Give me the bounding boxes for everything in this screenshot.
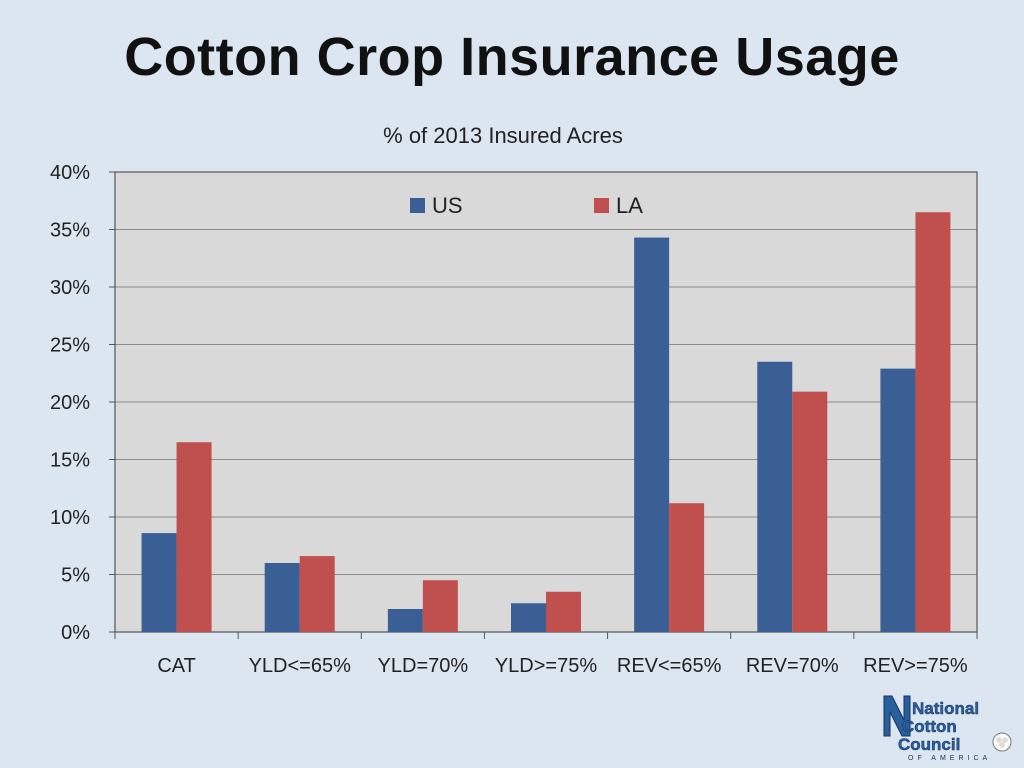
y-tick-label: 25%: [50, 335, 90, 357]
logo-line3: Council: [898, 735, 960, 754]
y-tick-label: 30%: [50, 277, 90, 299]
x-tick-label: REV=70%: [746, 655, 839, 677]
bar-la: [915, 212, 951, 632]
y-tick-label: 15%: [50, 450, 90, 472]
bar-us: [141, 533, 177, 632]
x-tick-label: REV<=65%: [617, 655, 722, 677]
bar-la: [669, 503, 705, 632]
legend-swatch-la: [594, 198, 609, 213]
y-tick-label: 40%: [50, 162, 90, 184]
bar-us: [511, 603, 546, 632]
bar-la: [546, 591, 581, 632]
y-tick-label: 5%: [61, 565, 90, 587]
logo-line1: National: [912, 699, 979, 718]
bar-la: [792, 391, 828, 632]
bar-us: [757, 361, 793, 632]
y-tick-label: 10%: [50, 507, 90, 529]
x-tick-label: YLD>=75%: [495, 655, 598, 677]
bar-us: [387, 609, 423, 632]
y-tick-label: 35%: [50, 220, 90, 242]
logo-line4: OF AMERICA: [908, 755, 991, 762]
bar-la: [422, 580, 458, 632]
y-tick-label: 0%: [61, 622, 90, 644]
bar-la: [299, 556, 335, 632]
x-tick-label: YLD<=65%: [249, 655, 352, 677]
bar-us: [634, 237, 670, 633]
x-tick-label: REV>=75%: [863, 655, 968, 677]
logo-line2: Cotton: [902, 717, 957, 736]
bar-us: [264, 563, 300, 632]
x-tick-label: CAT: [157, 655, 196, 677]
chart-title: % of 2013 Insured Acres: [383, 123, 623, 148]
legend-label-us: US: [432, 193, 463, 218]
x-tick-label: YLD=70%: [378, 655, 469, 677]
y-tick-label: 20%: [50, 392, 90, 414]
legend-swatch-us: [410, 198, 425, 213]
national-cotton-council-logo: National Cotton Council OF AMERICA: [883, 695, 1012, 762]
slide-title: Cotton Crop Insurance Usage: [124, 27, 900, 87]
bar-la: [176, 442, 212, 632]
bar-us: [880, 368, 916, 632]
legend-label-la: LA: [616, 193, 643, 218]
